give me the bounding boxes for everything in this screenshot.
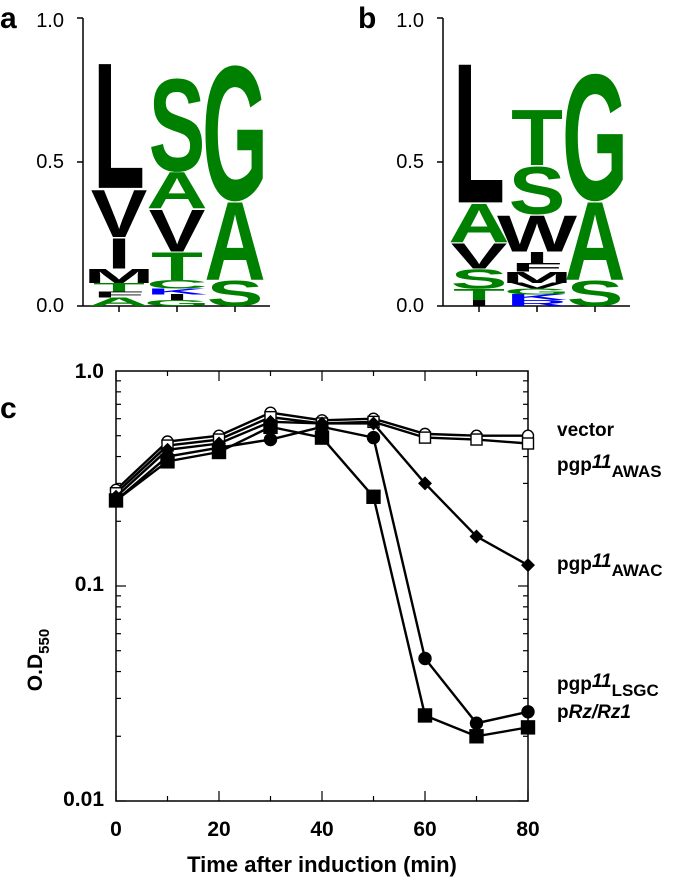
panel-c-ticks [115,371,529,802]
panel-b-logo-letter: A [564,180,625,305]
legend-label-vector: vector [557,420,615,441]
series-line [115,425,529,738]
legend-label-lsgc: pgp11LSGC [557,671,659,700]
panel-b-ytick-1: 1.0 [396,10,424,32]
data-point [366,430,381,445]
legend-label-rz: pRz/Rz1 [557,702,631,723]
panel-a-logo-letter: G [202,27,268,240]
panel-a-logo-letter: L [93,25,145,226]
x-tick-label: 40 [310,818,333,841]
panel-a-logo-letter: T [151,245,203,290]
panel-a-logo-letter: T [93,281,145,294]
panel-a-logo-letter: K [146,287,207,296]
panel-c-ylabel: O.D550 [24,629,53,691]
panel-b-label: b [358,2,376,35]
panel-b-logo-letter: M [502,269,573,287]
data-point [418,651,432,666]
panel-a-logo-letter: A [88,295,149,308]
panel-a-logo-letter: G [144,299,210,308]
panel-c-xtick-labels: 0 20 40 60 80 [110,818,540,841]
panel-b-logo-letter: K [506,293,567,302]
data-point [108,493,124,508]
panel-b-logo-letter: G [504,287,570,296]
x-tick-label: 60 [413,818,436,841]
panel-b-logo-letter: I [525,248,549,266]
panel-a-logo-letter: M [84,265,155,287]
panel-a-logo-letter: V [91,176,148,252]
panel-a-logo-letter: S [149,52,206,200]
panel-b-logo-letter: F [511,261,563,274]
data-point [469,729,484,744]
panel-b-logo-letter: S [451,264,508,295]
data-point [263,432,278,447]
panel-b-logo-letter: I [467,299,491,308]
data-point [521,558,535,573]
data-point [418,476,432,491]
panel-c-ytick-1: 1.0 [75,360,104,383]
panel-c-series [108,406,536,744]
panel-b-ytick-0: 0.0 [396,295,424,317]
data-point [418,431,432,444]
x-tick-label: 0 [110,818,122,841]
x-tick-label: 80 [516,818,539,841]
panel-a-logo-letter: S [207,273,264,313]
data-point [520,720,536,735]
data-point [469,529,484,544]
panel-b-logo-letter: S [567,273,624,313]
data-point [211,444,227,460]
panel-a-logo-letter: I [165,293,189,302]
panel-a-logo-letter: C [146,278,207,291]
data-point [470,433,483,446]
panel-b-logo-letter: S [509,153,566,229]
panel-b-logo-letter: V [451,236,508,276]
panel-b-logo-letter: R [506,299,567,308]
legend-label-awac: pgp11AWAC [557,551,663,580]
data-point [469,716,484,730]
panel-c: c O.D550 1.0 0.1 0.01 0 20 40 60 80 Time aft… [0,360,663,877]
panel-a-label: a [0,2,17,35]
panel-a-logo-letter: F [93,290,145,299]
data-point [521,705,535,719]
data-point [366,416,381,431]
panel-b-logo-letter: G [562,37,628,238]
data-point [417,708,433,723]
panel-c-ytick-0.1: 0.1 [75,573,105,596]
series-line [115,425,529,725]
panel-b-logo-letter: T [511,93,563,182]
panel-a-logo-letter: A [146,161,207,219]
panel-a-ytick-0: 0.0 [36,295,64,317]
panel-b-logo-letter: L [453,21,505,245]
legend-label-awas: pgp11AWAS [557,452,662,481]
panel-a-logo-letter: V [149,197,206,265]
x-tick-label: 20 [207,818,230,841]
panel-c-xlabel: Time after induction (min) [187,852,457,877]
panel-b-logo-letter: A [448,193,509,255]
data-point [314,430,330,445]
data-point [263,419,278,435]
panel-a-logo-letter: I [107,229,131,278]
panel-c-ytick-0.01: 0.01 [63,788,104,811]
panel-a-ytick-1: 1.0 [36,10,64,32]
panel-a-logo-letter: A [204,180,265,305]
panel-a-ytick-0.5: 0.5 [36,151,64,173]
panel-c-label: c [0,392,17,425]
panel-b-logo-letter: T [453,286,505,304]
data-point [366,489,381,504]
panel-b-logo-letter: W [497,204,578,262]
panel-b-logo-letter: V [509,281,566,290]
panel-b-ytick-0.5: 0.5 [396,151,424,173]
data-point [160,454,175,469]
data-point [521,437,535,450]
